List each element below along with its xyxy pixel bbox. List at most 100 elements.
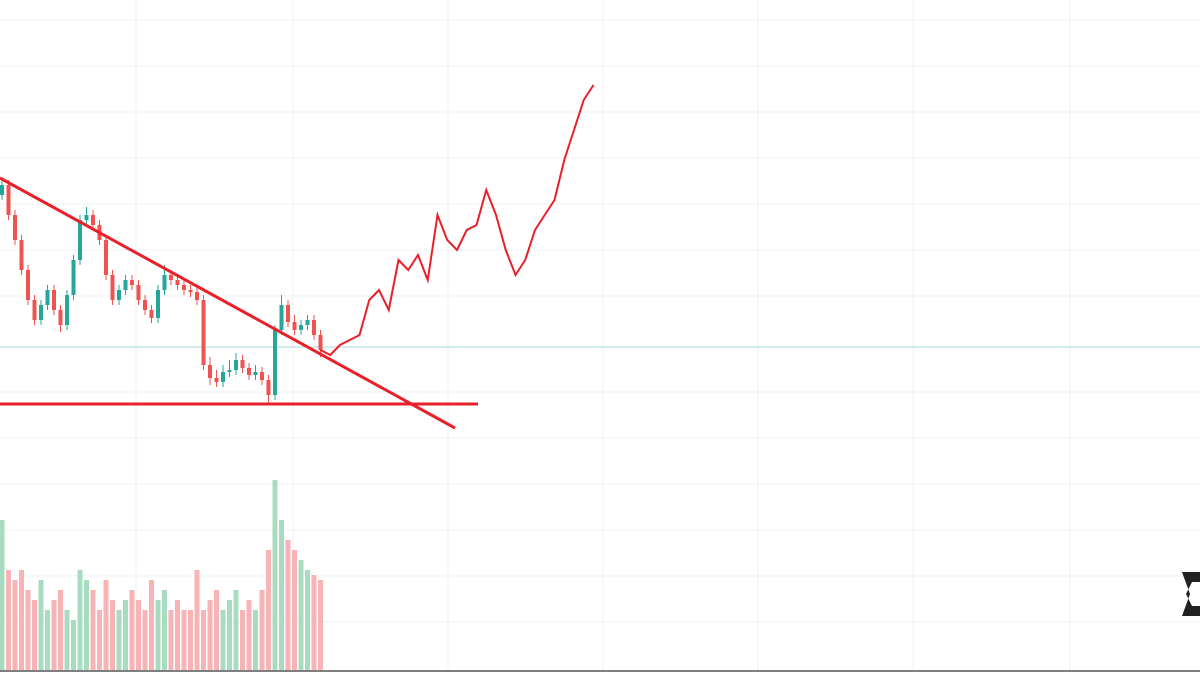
trend-line xyxy=(0,176,456,430)
candle-body xyxy=(240,360,245,368)
candle-body xyxy=(58,310,63,325)
volume-bar xyxy=(272,480,278,670)
candles xyxy=(0,180,323,405)
volume-bar xyxy=(201,610,206,670)
volume-bar xyxy=(207,600,213,670)
volume-bar xyxy=(240,610,245,670)
candle-body xyxy=(227,370,232,372)
volume-bar xyxy=(311,575,317,670)
volume-bar xyxy=(84,580,89,670)
candle-body xyxy=(0,185,4,195)
volume-bar xyxy=(279,520,284,670)
candle-body xyxy=(260,372,264,380)
candle-body xyxy=(32,300,37,320)
volume-bar xyxy=(168,610,174,670)
volume-bar xyxy=(116,610,122,670)
volume-bar xyxy=(77,570,83,670)
candle-body xyxy=(312,320,316,335)
volume-bar xyxy=(305,570,310,670)
candle-body xyxy=(195,292,199,300)
volume-bar xyxy=(149,580,154,670)
volume-bar xyxy=(233,590,239,670)
candle-body xyxy=(104,240,108,275)
volume-bar xyxy=(285,540,291,670)
candle-body xyxy=(201,300,206,365)
volume-bar xyxy=(175,600,180,670)
volume-pane xyxy=(0,480,323,670)
candle-body xyxy=(234,360,238,370)
volume-bar xyxy=(25,590,31,670)
volume-bar xyxy=(45,610,50,670)
volume-bar xyxy=(136,600,141,670)
volume-bar xyxy=(181,610,187,670)
candle-body xyxy=(19,240,24,270)
candle-body xyxy=(26,270,30,300)
volume-bar xyxy=(194,570,200,670)
volume-bar xyxy=(123,600,128,670)
candle-body xyxy=(292,322,297,330)
candle-body xyxy=(149,310,154,318)
candle-body xyxy=(162,275,167,290)
candle-body xyxy=(221,372,225,382)
candle-body xyxy=(286,305,290,322)
volume-bar xyxy=(162,590,167,670)
volume-bar xyxy=(0,520,5,670)
candle-body xyxy=(188,290,193,292)
volume-bar xyxy=(227,600,232,670)
candle-body xyxy=(266,380,271,395)
candle-body xyxy=(169,275,173,280)
volume-bar xyxy=(19,570,24,670)
candle-body xyxy=(52,290,56,310)
volume-bar xyxy=(97,610,102,670)
candle-body xyxy=(78,220,82,260)
candle-body xyxy=(182,285,186,290)
candle-body xyxy=(84,215,89,220)
candle-body xyxy=(253,372,258,375)
candle-body xyxy=(130,280,134,285)
candle-body xyxy=(214,378,219,382)
candle-body xyxy=(143,300,147,310)
candle-body xyxy=(13,215,17,240)
volume-bar xyxy=(51,600,57,670)
candle-body xyxy=(273,330,277,395)
candle-body xyxy=(247,368,251,375)
volume-bar xyxy=(292,550,297,670)
volume-bar xyxy=(220,610,226,670)
volume-bar xyxy=(253,610,258,670)
candle-body xyxy=(136,285,141,300)
volume-bar xyxy=(38,580,44,670)
volume-bar xyxy=(214,590,219,670)
volume-bar xyxy=(298,560,304,670)
candle-body xyxy=(39,305,43,320)
volume-bar xyxy=(103,580,109,670)
volume-bar xyxy=(129,590,135,670)
volume-bar xyxy=(259,590,265,670)
volume-bar xyxy=(32,600,37,670)
volume-bar xyxy=(71,620,76,670)
projection xyxy=(320,84,595,357)
volume-bar xyxy=(90,590,96,670)
volume-bar xyxy=(142,610,148,670)
candle-body xyxy=(6,185,11,215)
projection-line xyxy=(320,84,595,357)
candle-body xyxy=(318,335,323,350)
volume-bar xyxy=(12,580,18,670)
candle-body xyxy=(123,280,128,290)
volume-bar xyxy=(266,550,271,670)
candle-body xyxy=(45,290,50,305)
candle-body xyxy=(305,320,310,325)
volume-bar xyxy=(318,580,323,670)
candle-body xyxy=(65,295,69,325)
candle-body xyxy=(175,280,180,285)
candle-body xyxy=(91,215,95,225)
candle-body xyxy=(110,275,115,300)
volume-bar xyxy=(188,610,193,670)
volume-bar xyxy=(6,570,11,670)
volume-bar xyxy=(64,610,70,670)
candle-body xyxy=(279,305,284,330)
volume-bar xyxy=(246,600,252,670)
logo xyxy=(1182,572,1200,616)
volume-bar xyxy=(110,600,115,670)
